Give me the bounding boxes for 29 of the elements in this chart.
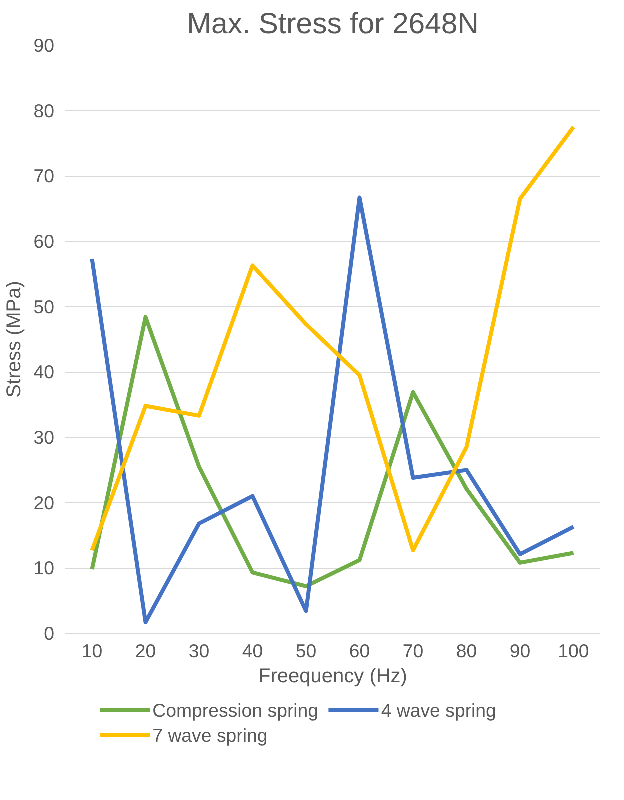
line-series [90,125,576,553]
y-tick-label: 0 [44,623,55,644]
legend-label: Compression spring [152,700,319,721]
chart-title: Max. Stress for 2648N [187,8,479,40]
x-tick-label: 50 [296,640,317,662]
x-tick-label: 30 [188,640,210,662]
x-tick-label: 60 [349,640,370,662]
y-tick-label: 80 [34,100,55,122]
line-series [90,315,576,588]
y-tick-label: 60 [34,231,55,252]
legend-label: 4 wave spring [381,700,496,721]
x-axis-title: Freequency (Hz) [258,666,408,688]
x-tick-label: 20 [135,640,156,662]
y-tick-label: 30 [34,427,55,448]
line-series [90,196,576,624]
x-tick-label: 70 [402,640,424,662]
legend-label: 7 wave spring [152,725,268,746]
y-tick-label: 90 [34,35,55,56]
y-tick-label: 20 [34,492,55,514]
x-tick-label: 90 [510,640,531,662]
y-tick-label: 50 [34,296,55,318]
x-tick-label: 100 [558,640,590,662]
x-tick-label: 10 [82,640,103,662]
y-tick-label: 40 [34,362,55,383]
y-tick-label: 70 [34,166,55,187]
x-tick-label: 80 [456,640,478,662]
y-tick-label: 10 [34,558,55,579]
y-axis-title: Stress (MPa) [4,281,26,398]
x-tick-label: 40 [242,640,264,662]
